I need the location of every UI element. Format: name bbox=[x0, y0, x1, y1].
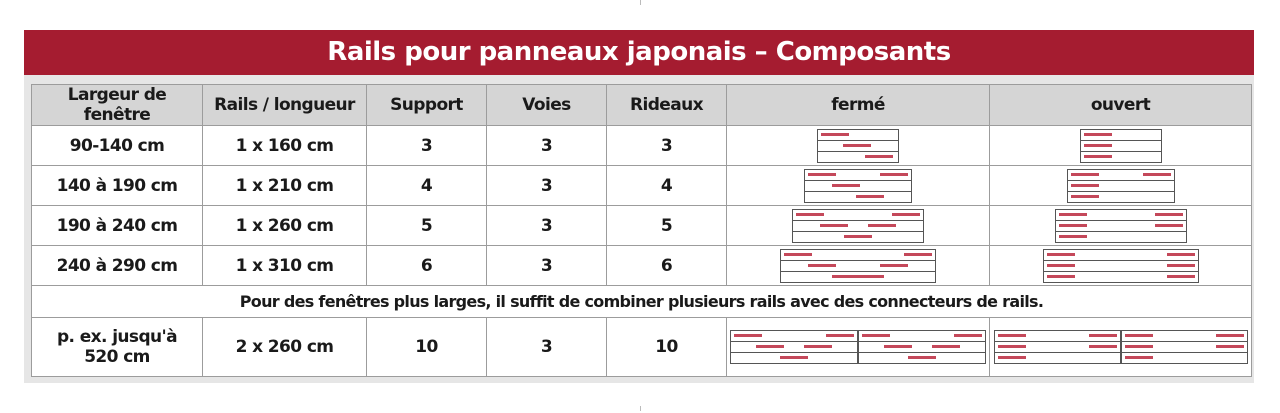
cell-voies: 3 bbox=[486, 125, 607, 166]
open-diagram-cell bbox=[989, 125, 1252, 166]
cell-width: p. ex. jusqu'à 520 cm bbox=[31, 317, 203, 377]
open-rail-diagram bbox=[993, 330, 1248, 364]
cell-rails: 1 x 310 cm bbox=[202, 245, 367, 286]
open-rail-diagram bbox=[1079, 128, 1162, 163]
open-diagram-cell bbox=[989, 205, 1252, 246]
cell-rideaux: 4 bbox=[606, 165, 727, 206]
closed-rail-diagram bbox=[792, 208, 924, 243]
open-diagram-cell bbox=[989, 165, 1252, 206]
cell-width: 90-140 cm bbox=[31, 125, 203, 166]
closed-diagram-cell bbox=[726, 317, 990, 377]
cell-voies: 3 bbox=[486, 245, 607, 286]
open-rail-diagram bbox=[1042, 248, 1199, 283]
crop-mark-top bbox=[640, 0, 641, 5]
header-row: Largeur de fenêtre Rails / longueur Supp… bbox=[31, 84, 1252, 126]
components-table: Largeur de fenêtre Rails / longueur Supp… bbox=[31, 84, 1252, 377]
cell-voies: 3 bbox=[486, 317, 607, 377]
cell-rideaux: 5 bbox=[606, 205, 727, 246]
table-row: p. ex. jusqu'à 520 cm 2 x 260 cm 10 3 10 bbox=[31, 317, 1252, 377]
cell-width-line2: 520 cm bbox=[84, 347, 150, 367]
table-row: 140 à 190 cm 1 x 210 cm 4 3 4 bbox=[31, 165, 1252, 206]
table-row: 240 à 290 cm 1 x 310 cm 6 3 6 bbox=[31, 245, 1252, 286]
closed-rail-diagram bbox=[817, 128, 899, 163]
cell-support: 5 bbox=[366, 205, 487, 246]
table-row: 90-140 cm 1 x 160 cm 3 3 3 bbox=[31, 125, 1252, 166]
crop-mark-bottom bbox=[640, 406, 641, 411]
header-open: ouvert bbox=[989, 84, 1252, 126]
table-title: Rails pour panneaux japonais – Composant… bbox=[24, 30, 1254, 75]
cell-support: 6 bbox=[366, 245, 487, 286]
cell-width: 140 à 190 cm bbox=[31, 165, 203, 206]
closed-rail-diagram bbox=[780, 248, 936, 283]
cell-width-line1: p. ex. jusqu'à bbox=[56, 327, 178, 347]
closed-diagram-cell bbox=[726, 125, 990, 166]
cell-rails: 2 x 260 cm bbox=[202, 317, 367, 377]
note-row: Pour des fenêtres plus larges, il suffit… bbox=[31, 285, 1252, 318]
closed-diagram-cell bbox=[726, 205, 990, 246]
cell-rideaux: 10 bbox=[606, 317, 727, 377]
closed-rail-diagram bbox=[730, 330, 986, 364]
combine-rails-note: Pour des fenêtres plus larges, il suffit… bbox=[31, 285, 1252, 318]
header-closed: fermé bbox=[726, 84, 990, 126]
cell-width: 240 à 290 cm bbox=[31, 245, 203, 286]
cell-voies: 3 bbox=[486, 165, 607, 206]
cell-width: 190 à 240 cm bbox=[31, 205, 203, 246]
open-diagram-cell bbox=[989, 245, 1252, 286]
cell-rails: 1 x 210 cm bbox=[202, 165, 367, 206]
cell-rideaux: 6 bbox=[606, 245, 727, 286]
closed-diagram-cell bbox=[726, 165, 990, 206]
cell-rails: 1 x 160 cm bbox=[202, 125, 367, 166]
header-rails-length: Rails / longueur bbox=[202, 84, 367, 126]
table-row: 190 à 240 cm 1 x 260 cm 5 3 5 bbox=[31, 205, 1252, 246]
cell-rideaux: 3 bbox=[606, 125, 727, 166]
sheet-background: Rails pour panneaux japonais – Composant… bbox=[24, 30, 1254, 383]
cell-rails: 1 x 260 cm bbox=[202, 205, 367, 246]
header-rideaux: Rideaux bbox=[606, 84, 727, 126]
closed-diagram-cell bbox=[726, 245, 990, 286]
open-diagram-cell bbox=[989, 317, 1252, 377]
header-voies: Voies bbox=[486, 84, 607, 126]
closed-rail-diagram bbox=[804, 168, 912, 203]
cell-support: 10 bbox=[366, 317, 487, 377]
open-rail-diagram bbox=[1054, 208, 1187, 243]
cell-support: 3 bbox=[366, 125, 487, 166]
header-window-width: Largeur de fenêtre bbox=[31, 84, 203, 126]
header-support: Support bbox=[366, 84, 487, 126]
cell-voies: 3 bbox=[486, 205, 607, 246]
cell-support: 4 bbox=[366, 165, 487, 206]
open-rail-diagram bbox=[1066, 168, 1175, 203]
